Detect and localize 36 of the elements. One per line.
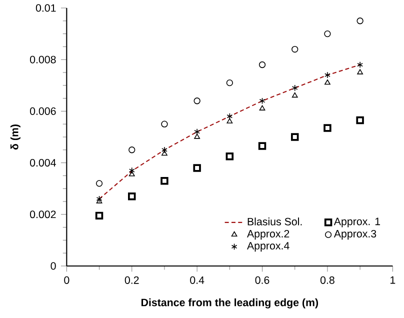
x-tick-label: 0.4 (190, 276, 204, 284)
point (128, 167, 135, 174)
point (226, 152, 234, 160)
point (290, 133, 299, 141)
point (162, 150, 168, 156)
legend-label: Blasius Sol. (248, 218, 302, 226)
point (193, 164, 201, 172)
y-tick-label: 0.01 (36, 4, 56, 12)
point (162, 146, 168, 154)
point (128, 171, 135, 176)
point (96, 196, 102, 202)
x-tick-label: 0 (64, 276, 70, 284)
y-tick-label: 0.008 (30, 56, 56, 64)
point (258, 142, 266, 150)
y-tick-label: 0.004 (30, 159, 56, 167)
y-tick-label: 0 (50, 262, 56, 270)
y-tick-label: 0.006 (30, 107, 56, 115)
legend-label: Approx.2 (246, 230, 290, 240)
legend-label: Approx. 1 (334, 218, 380, 228)
x-tick-label: 0.8 (320, 276, 334, 284)
point (226, 113, 233, 120)
x-tick-label: 0.2 (124, 276, 139, 284)
point (160, 176, 168, 185)
point (324, 124, 332, 132)
x-tick-label: 1 (390, 276, 396, 284)
x-axis-title: Distance from the leading edge (m) (141, 298, 318, 308)
y-tick-label: 0.002 (30, 210, 56, 218)
point (128, 192, 136, 200)
point (95, 212, 104, 220)
point (356, 116, 364, 124)
legend-label: Approx.4 (246, 242, 290, 252)
line-series (98, 64, 361, 200)
point (194, 128, 200, 136)
x-tick-label: 0.6 (255, 276, 270, 284)
legend-label: Approx.3 (334, 230, 376, 240)
y-axis-title: δ (m) (10, 124, 20, 150)
